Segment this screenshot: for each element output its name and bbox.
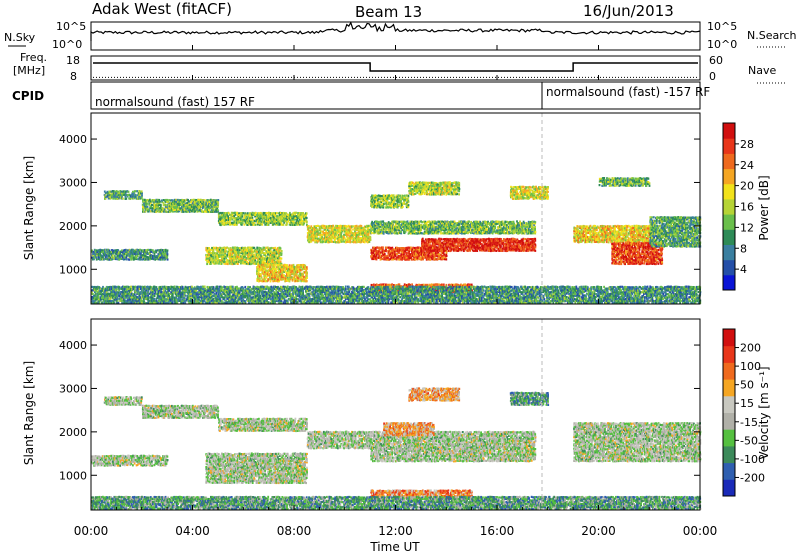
echo-cell bbox=[194, 207, 196, 209]
echo-cell bbox=[147, 206, 149, 208]
radar-figure: Adak West (fitACF) Beam 13 16/Jun/2013 N… bbox=[0, 0, 800, 554]
echo-cell bbox=[163, 204, 165, 206]
echo-cell bbox=[117, 198, 119, 200]
center-title: Beam 13 bbox=[355, 3, 422, 21]
echo-cell bbox=[217, 209, 219, 211]
echo-cell bbox=[303, 222, 305, 224]
echo-cell bbox=[146, 203, 148, 205]
echo-cell bbox=[217, 199, 219, 201]
echo-cell bbox=[203, 199, 205, 201]
echo-cell bbox=[122, 198, 124, 200]
cpid-segment-1: normalsound (fast) 157 RF bbox=[95, 95, 255, 109]
echo-cell bbox=[241, 215, 243, 217]
echo-cell bbox=[152, 210, 154, 212]
echo-cell bbox=[297, 217, 299, 219]
echo-cell bbox=[254, 220, 256, 222]
nsky-left-tick-bottom: 10^0 bbox=[52, 38, 82, 51]
echo-cell bbox=[217, 203, 219, 205]
echo-cell bbox=[295, 212, 297, 214]
echo-cell bbox=[138, 190, 140, 192]
echo-cell bbox=[242, 222, 244, 224]
echo-cell bbox=[252, 219, 254, 221]
echo-cell bbox=[135, 190, 137, 192]
nsky-left-tick-top: 10^5 bbox=[56, 20, 86, 33]
echo-cell bbox=[225, 219, 227, 221]
echo-cell bbox=[167, 201, 169, 203]
echo-cell bbox=[301, 220, 303, 222]
echo-cell bbox=[111, 192, 113, 194]
echo-cell bbox=[163, 202, 165, 204]
echo-cell bbox=[306, 217, 308, 219]
echo-cell bbox=[222, 212, 224, 214]
cpid-label: CPID bbox=[12, 89, 44, 103]
left-title: Adak West (fitACF) bbox=[92, 0, 232, 18]
nsky-label: N.Sky bbox=[4, 31, 36, 44]
freq-label: Freq. bbox=[20, 51, 47, 64]
nsearch-right-tick-top: 10^5 bbox=[707, 20, 737, 33]
echo-cell bbox=[254, 224, 256, 226]
freq-trace bbox=[93, 63, 698, 71]
echo-cell bbox=[280, 212, 282, 214]
echo-cell bbox=[141, 194, 143, 196]
echo-cell bbox=[234, 212, 236, 214]
echo-cell bbox=[161, 199, 163, 201]
echo-cell bbox=[128, 191, 130, 193]
nave-tick-top: 60 bbox=[709, 54, 723, 67]
echo-cell bbox=[255, 212, 257, 214]
cpid-segment-2: normalsound (fast) -157 RF bbox=[546, 85, 710, 99]
echo-cell bbox=[193, 199, 195, 201]
echo-cell bbox=[289, 212, 291, 214]
cpid-panel: CPID normalsound (fast) 157 RF normalsou… bbox=[12, 82, 710, 109]
nsearch-right-tick-bottom: 10^0 bbox=[707, 38, 737, 51]
echo-cell bbox=[187, 199, 189, 201]
echo-cell bbox=[237, 217, 239, 219]
nsky-panel: N.Sky 10^5 10^0 10^5 10^0 N.Search bbox=[4, 20, 797, 51]
echo-cell bbox=[235, 214, 237, 216]
freq-tick-top: 18 bbox=[66, 54, 80, 67]
freq-tick-bottom: 8 bbox=[70, 70, 77, 83]
echo-cell bbox=[242, 212, 244, 214]
freq-panel: Freq. [MHz] 18 8 60 0 Nave bbox=[13, 51, 786, 83]
nave-label: Nave bbox=[748, 64, 776, 77]
echo-cell bbox=[159, 201, 161, 203]
freq-unit-label: [MHz] bbox=[13, 64, 45, 77]
echo-cell bbox=[283, 224, 285, 226]
right-title: 16/Jun/2013 bbox=[583, 2, 674, 20]
echo-cell bbox=[157, 199, 159, 201]
nave-tick-bottom: 0 bbox=[709, 70, 716, 83]
echo-cell bbox=[261, 224, 263, 226]
echo-cell bbox=[125, 198, 127, 200]
echo-cell bbox=[244, 224, 246, 226]
echo-cell bbox=[141, 190, 143, 192]
echo-cell bbox=[135, 194, 137, 196]
echo-cell bbox=[252, 217, 254, 219]
echo-cell bbox=[181, 199, 183, 201]
nsky-trace bbox=[91, 23, 700, 41]
echo-cell bbox=[306, 212, 308, 214]
nsearch-label: N.Search bbox=[747, 29, 797, 42]
echo-cell bbox=[183, 211, 185, 213]
echo-cell bbox=[129, 198, 131, 200]
echo-cell bbox=[160, 204, 162, 206]
echo-cell bbox=[166, 199, 168, 201]
echo-cell bbox=[277, 215, 279, 217]
echo-cell bbox=[306, 221, 308, 223]
echo-cell bbox=[253, 224, 255, 226]
echo-cell bbox=[282, 214, 284, 216]
echo-cell bbox=[276, 212, 278, 214]
echo-cell bbox=[254, 222, 256, 224]
